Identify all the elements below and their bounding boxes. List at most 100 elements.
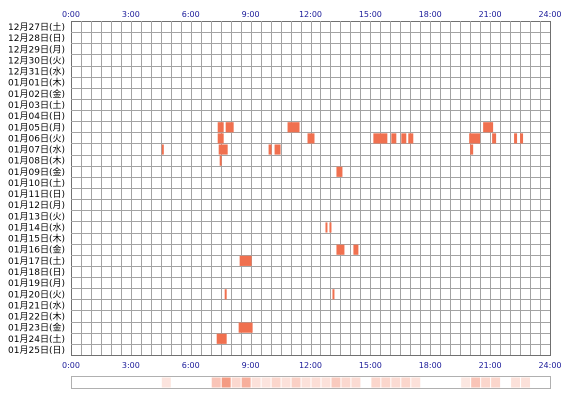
summary-strip-cell — [481, 377, 491, 388]
day-label: 01月01日(木) — [8, 77, 65, 89]
y-axis-day-labels: 12月27日(土)12月28日(日)12月29日(月)12月30日(火)12月3… — [8, 21, 65, 356]
summary-strip-cell — [521, 377, 531, 388]
day-label: 01月25日(日) — [8, 345, 65, 356]
summary-strip-cell — [221, 377, 231, 388]
day-label: 01月03日(土) — [8, 99, 65, 111]
summary-strip-cell — [231, 377, 241, 388]
activity-bar — [391, 133, 397, 144]
activity-bar — [332, 289, 335, 300]
day-label: 01月20日(火) — [8, 289, 65, 300]
activity-bar — [520, 133, 524, 144]
day-label: 12月29日(月) — [8, 44, 65, 55]
activity-bar — [408, 133, 414, 144]
x-tick-label-top: 3:00 — [122, 10, 140, 19]
day-label: 01月12日(月) — [8, 200, 65, 211]
summary-strip-cell — [461, 377, 471, 388]
summary-strip-cell — [291, 377, 301, 388]
x-tick-label-bottom: 9:00 — [242, 361, 260, 370]
day-label: 12月28日(日) — [8, 33, 65, 44]
day-label: 12月27日(土) — [8, 21, 65, 33]
day-label: 01月10日(土) — [8, 177, 65, 189]
summary-strip-cell — [471, 377, 481, 388]
day-label: 12月30日(火) — [8, 55, 65, 66]
activity-bar — [217, 133, 224, 144]
day-label: 01月21日(水) — [8, 299, 65, 311]
summary-strip-cell — [241, 377, 251, 388]
activity-bar — [336, 244, 345, 255]
day-label: 01月07日(水) — [8, 144, 65, 156]
activity-bar — [492, 133, 497, 144]
x-tick-label-bottom: 15:00 — [359, 361, 382, 370]
day-label: 01月16日(金) — [8, 244, 65, 256]
summary-strip-cell — [251, 377, 261, 388]
activity-bar — [268, 144, 272, 155]
activity-bar — [225, 122, 234, 133]
summary-strip — [71, 376, 551, 389]
day-label: 01月08日(木) — [8, 155, 65, 167]
activity-bar — [373, 133, 388, 144]
activity-bar — [483, 122, 494, 133]
activity-bar — [307, 133, 315, 144]
activity-bar — [218, 144, 228, 155]
x-tick-label-bottom: 6:00 — [182, 361, 200, 370]
x-tick-label-bottom: 12:00 — [299, 361, 322, 370]
activity-bar — [401, 133, 407, 144]
grid — [71, 21, 551, 356]
x-axis-top: 0:00 3:00 6:00 9:00 12:00 15:00 18:00 21:00 24:0… — [62, 10, 562, 19]
day-label: 01月18日(日) — [8, 267, 65, 278]
activity-bar — [353, 244, 359, 255]
x-tick-label-bottom: 3:00 — [122, 361, 140, 370]
day-label: 01月05日(月) — [8, 122, 65, 133]
summary-strip-cell — [401, 377, 411, 388]
day-label: 01月09日(金) — [8, 166, 65, 178]
day-label: 01月13日(火) — [8, 211, 65, 222]
summary-strip-cell — [281, 377, 291, 388]
summary-strip-cell — [311, 377, 321, 388]
day-label: 01月06日(火) — [8, 133, 65, 144]
summary-strip-cell — [301, 377, 311, 388]
summary-strip-cell — [491, 377, 501, 388]
x-tick-label-top: 24:00 — [538, 10, 561, 19]
activity-bar — [514, 133, 518, 144]
activity-bar — [219, 155, 222, 166]
summary-strip-cell — [511, 377, 521, 388]
x-tick-label-top: 0:00 — [62, 10, 80, 19]
x-tick-label-bottom: 0:00 — [62, 361, 80, 370]
x-tick-label-bottom: 24:00 — [538, 361, 561, 370]
day-label: 01月23日(金) — [8, 322, 65, 334]
activity-bar — [238, 322, 253, 333]
activity-bar — [336, 166, 343, 177]
x-tick-label-bottom: 18:00 — [419, 361, 442, 370]
activity-bar — [239, 255, 252, 266]
activity-bar — [329, 222, 332, 233]
summary-strip-cell — [271, 377, 281, 388]
day-label: 01月04日(日) — [8, 111, 65, 122]
day-label: 01月17日(土) — [8, 255, 65, 267]
summary-strip-frame — [71, 376, 551, 389]
day-label: 01月02日(金) — [8, 88, 65, 100]
x-tick-label-top: 18:00 — [419, 10, 442, 19]
summary-strip-cell — [321, 377, 331, 388]
day-label: 01月24日(土) — [8, 333, 65, 345]
activity-bar — [325, 222, 328, 233]
day-label: 01月11日(日) — [8, 189, 65, 200]
x-tick-label-bottom: 21:00 — [479, 361, 502, 370]
x-tick-label-top: 12:00 — [299, 10, 322, 19]
summary-strip-cell — [351, 377, 361, 388]
activity-bar — [469, 133, 481, 144]
x-tick-label-top: 6:00 — [182, 10, 200, 19]
day-label: 01月15日(木) — [8, 233, 65, 245]
summary-strip-cell — [261, 377, 271, 388]
summary-strip-cell — [391, 377, 401, 388]
day-label: 01月14日(水) — [8, 221, 65, 233]
summary-strip-cell — [411, 377, 421, 388]
x-tick-label-top: 9:00 — [242, 10, 260, 19]
summary-strip-cell — [161, 377, 171, 388]
x-tick-label-top: 15:00 — [359, 10, 382, 19]
bars — [161, 122, 524, 344]
summary-strip-cell — [211, 377, 221, 388]
day-label: 12月31日(水) — [8, 66, 65, 78]
activity-bar — [217, 122, 224, 133]
activity-bar — [287, 122, 300, 133]
